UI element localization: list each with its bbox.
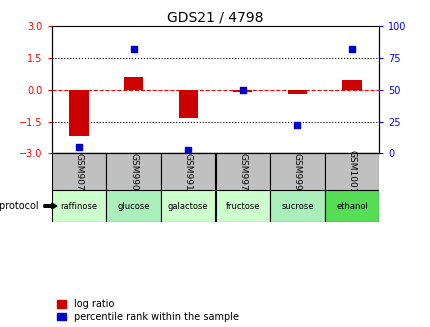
Bar [233, 90, 252, 92]
Bar [52, 190, 106, 222]
Bar [124, 77, 143, 90]
Bar [160, 153, 215, 190]
Bar [324, 190, 378, 222]
Text: raffinose: raffinose [60, 201, 97, 211]
Text: GSM990: GSM990 [129, 153, 138, 190]
Bar [106, 190, 160, 222]
Bar [215, 190, 270, 222]
Text: GSM997: GSM997 [238, 153, 247, 190]
Text: GSM1001: GSM1001 [347, 150, 356, 193]
Bar [324, 153, 378, 190]
Text: GSM991: GSM991 [183, 153, 192, 190]
Text: GSM907: GSM907 [74, 153, 83, 190]
Text: sucrose: sucrose [280, 201, 313, 211]
Bar [52, 153, 106, 190]
Point [348, 46, 355, 52]
Title: GDS21 / 4798: GDS21 / 4798 [167, 11, 263, 25]
Bar [160, 190, 215, 222]
Text: glucose: glucose [117, 201, 150, 211]
Text: galactose: galactose [168, 201, 208, 211]
Text: ethanol: ethanol [335, 201, 367, 211]
Bar [270, 153, 324, 190]
Text: fructose: fructose [225, 201, 259, 211]
Text: GSM999: GSM999 [292, 153, 301, 190]
Bar [69, 90, 89, 136]
Legend: log ratio, percentile rank within the sample: log ratio, percentile rank within the sa… [56, 299, 239, 322]
Bar [342, 80, 361, 90]
Point [130, 46, 137, 52]
Bar [106, 153, 160, 190]
Point [184, 147, 191, 152]
Point [75, 144, 82, 149]
Point [239, 87, 246, 92]
Bar [215, 153, 270, 190]
Bar [270, 190, 324, 222]
Bar [178, 90, 197, 118]
Point [293, 123, 300, 128]
Bar [287, 90, 306, 94]
Text: growth protocol: growth protocol [0, 201, 39, 211]
